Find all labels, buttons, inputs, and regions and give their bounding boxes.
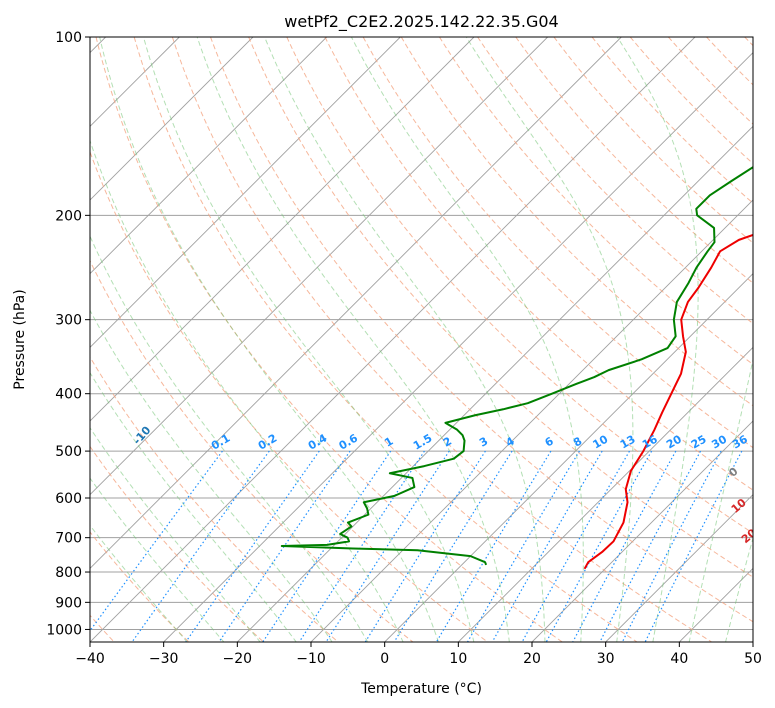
dry-adiabat-line	[629, 37, 753, 165]
mixing-ratio-line	[644, 450, 743, 642]
moist-adiabat-line	[90, 235, 369, 642]
mixing-ratio-line	[545, 450, 653, 642]
x-tick-label: 50	[744, 651, 762, 667]
dry-adiabat-line	[90, 356, 339, 642]
x-tick-label: 20	[523, 651, 541, 667]
dry-adiabat-line	[515, 37, 753, 284]
mixing-ratio-line	[491, 450, 603, 642]
moist-adiabat-line	[616, 37, 699, 642]
mixing-ratio-line	[185, 450, 320, 642]
dry-adiabat-line	[439, 37, 753, 366]
dry-adiabat-line	[286, 37, 753, 534]
y-tick-label: 200	[55, 208, 82, 224]
isotherm-line	[163, 52, 753, 642]
moist-adiabat-line	[196, 37, 510, 642]
mixing-ratio-line	[298, 450, 425, 642]
mixing-ratio-line	[262, 450, 392, 642]
isotherm-line	[90, 37, 401, 348]
y-tick-label: 100	[55, 30, 82, 46]
y-tick-label: 300	[55, 313, 82, 329]
dry-adiabat-line	[248, 37, 753, 578]
isotherm-line	[458, 346, 753, 642]
y-tick-label: 800	[55, 565, 82, 581]
isotherm-line	[90, 37, 254, 201]
y-tick-label: 500	[55, 444, 82, 460]
isotherm-line	[90, 37, 475, 422]
moist-adiabat-line	[90, 139, 404, 642]
isotherm-line	[237, 125, 753, 642]
x-tick-label: 30	[597, 651, 615, 667]
plot-frame	[89, 36, 754, 643]
isotherm-line	[90, 37, 327, 275]
isotherm-line	[90, 37, 622, 569]
dry-adiabat-line	[171, 37, 712, 642]
mixing-ratio-line	[599, 450, 702, 642]
x-tick-label: 40	[670, 651, 688, 667]
moist-adiabat-line	[688, 357, 753, 642]
x-tick-label: −20	[223, 651, 253, 667]
isotherm-line	[384, 273, 753, 642]
mixing-ratio-line	[521, 450, 631, 642]
mixing-ratio-line	[572, 450, 677, 642]
isotherm-line	[605, 494, 753, 642]
isotherm-line	[90, 37, 548, 496]
dewpoint-profile-line	[280, 165, 753, 566]
x-tick-label: −30	[149, 651, 179, 667]
mixing-ratio-line	[218, 450, 351, 642]
y-tick-label: 600	[55, 491, 82, 507]
x-tick-label: −10	[296, 651, 326, 667]
series-layer	[280, 165, 753, 570]
moist-adiabat-line	[90, 309, 333, 642]
y-axis-title: Pressure (hPa)	[12, 289, 28, 389]
isotherm-line	[531, 420, 753, 642]
mixing-ratio-line	[90, 450, 223, 632]
dry-adiabat-line	[362, 37, 753, 449]
tick-layer: −40 −30 −20 −10 0 10 20 30 40 50 100 200 300 400 500 60…	[46, 30, 762, 667]
dry-adiabat-line	[90, 445, 264, 642]
chart-title: wetPf2_C2E2.2025.142.22.35.G04	[284, 12, 558, 32]
x-tick-label: 10	[449, 651, 467, 667]
moist-adiabat-line	[90, 426, 261, 642]
dry-adiabat-line	[133, 37, 638, 642]
moist-adiabat-line	[143, 37, 475, 642]
y-tick-label: 1000	[46, 622, 82, 638]
moist-adiabat-line	[350, 37, 584, 642]
mixing-ratio-line	[131, 450, 270, 642]
dry-adiabat-line	[553, 37, 753, 244]
moist-adiabat-line	[90, 371, 297, 642]
moist-adiabat-line	[99, 37, 439, 642]
moist-adiabat-line	[90, 477, 225, 642]
isotherm-line	[90, 37, 696, 642]
dry-adiabat-line	[400, 37, 753, 407]
moist-adiabat-line	[725, 536, 753, 642]
temperature-profile-line	[583, 233, 753, 570]
y-tick-label: 700	[55, 531, 82, 547]
moist-adiabat-line	[264, 37, 546, 642]
x-tick-label: 0	[380, 651, 389, 667]
x-axis-title: Temperature (°C)	[360, 681, 482, 697]
dry-adiabat-line	[324, 37, 753, 491]
x-tick-label: −40	[75, 651, 105, 667]
y-tick-label: 400	[55, 387, 82, 403]
mixing-ratio-line	[621, 450, 722, 642]
wet-bulb-label: 30	[752, 556, 772, 576]
dry-adiabat-line	[210, 37, 753, 623]
y-tick-label: 900	[55, 595, 82, 611]
grid-layer	[90, 37, 753, 642]
mixing-ratio-line	[393, 450, 513, 642]
